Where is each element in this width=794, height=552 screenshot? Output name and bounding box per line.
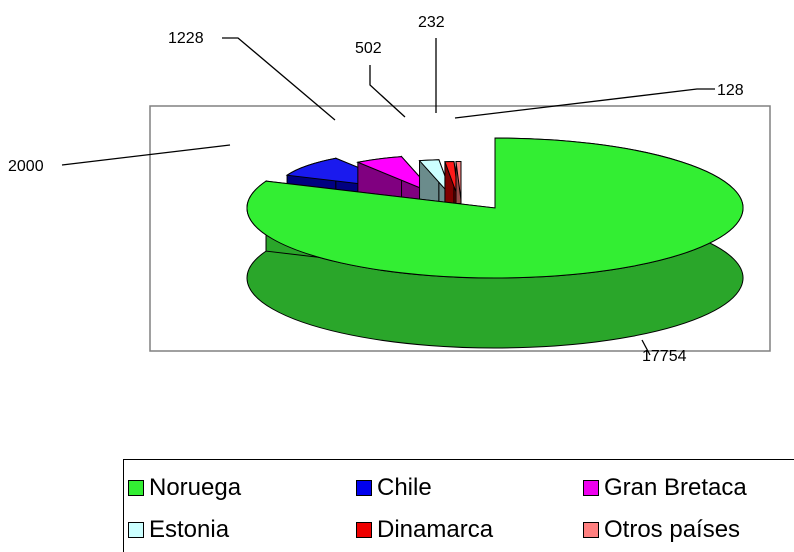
chart-legend: Noruega Chile Gran Bretaca Estonia Dinam…: [123, 459, 794, 552]
pie-chart: 17754 2000 1228 502 232 128: [8, 14, 771, 365]
data-label-otros: 128: [717, 82, 744, 99]
legend-swatch-otros: [583, 522, 599, 538]
data-label-gran-bretaca: 1228: [168, 30, 204, 47]
legend-label-chile: Chile: [377, 474, 432, 501]
legend-swatch-chile: [356, 480, 372, 496]
pie-slices: [246, 137, 744, 349]
leader-line-chile: [61, 144, 231, 166]
legend-item-otros: Otros países: [583, 516, 740, 544]
leader-line-gran-bretaca: [222, 37, 336, 121]
legend-swatch-gran-bretaca: [583, 480, 599, 496]
legend-label-noruega: Noruega: [149, 474, 242, 501]
data-label-dinamarca: 232: [418, 14, 445, 31]
legend-label-estonia: Estonia: [149, 516, 230, 543]
pie-slice-gran-bretaca: [356, 156, 436, 195]
legend-item-noruega: Noruega: [128, 474, 241, 502]
legend-item-estonia: Estonia: [128, 516, 229, 544]
legend-item-chile: Chile: [356, 474, 432, 502]
pie-slice-noruega: [246, 137, 744, 279]
legend-item-gran-bretaca: Gran Bretaca: [583, 474, 747, 502]
legend-swatch-noruega: [128, 480, 144, 496]
legend-swatch-dinamarca: [356, 522, 372, 538]
legend-swatch-estonia: [128, 522, 144, 538]
leader-line-estonia: [369, 65, 406, 118]
legend-label-gran-bretaca: Gran Bretaca: [604, 474, 747, 501]
leader-line-otros: [454, 88, 715, 119]
leader-lines: [61, 37, 715, 356]
plot-area-frame: [149, 105, 771, 352]
leader-line-noruega: [641, 339, 651, 356]
data-label-chile: 2000: [8, 158, 44, 175]
pie-slice-otros: [455, 160, 462, 201]
legend-label-dinamarca: Dinamarca: [377, 516, 494, 543]
pie-slice-dinamarca: [444, 161, 460, 201]
data-label-estonia: 502: [355, 40, 382, 57]
legend-label-otros: Otros países: [604, 516, 741, 543]
legend-item-dinamarca: Dinamarca: [356, 516, 493, 544]
data-label-noruega: 17754: [642, 348, 687, 365]
